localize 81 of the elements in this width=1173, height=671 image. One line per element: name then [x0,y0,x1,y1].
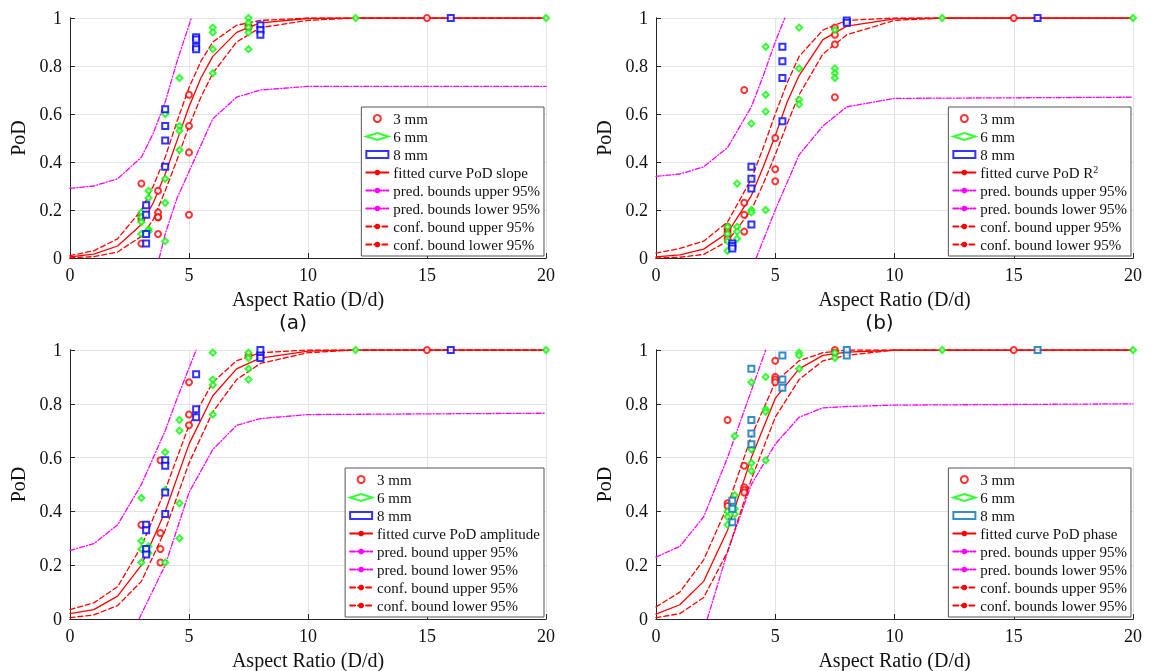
legend-label: pred. bounds upper 95% [393,182,540,199]
legend-label: pred. bounds upper 95% [980,182,1127,199]
y-tick-label: 0.8 [625,393,648,414]
legend-label: fitted curve PoD amplitude [377,525,541,542]
x-tick-label: 20 [537,626,555,646]
y-tick-label: 0.6 [625,104,648,124]
y-tick-label: 1 [53,340,62,360]
x-axis-title: Aspect Ratio (D/d) [818,648,971,671]
legend-label: 8 mm [980,146,1016,163]
legend-label: conf. bounds upper 95% [980,579,1127,596]
legend-label: 6 mm [980,128,1016,145]
y-tick-label: 0.8 [625,56,648,76]
legend-label: pred. bounds lower 95% [393,200,540,217]
y-tick-label: 0.4 [39,501,62,522]
legend-label: 6 mm [980,489,1016,506]
legend-label: pred. bounds lower 95% [980,200,1127,217]
legend-label: conf. bound lower 95% [980,236,1122,253]
x-tick-label: 10 [299,626,317,646]
legend-label: 6 mm [393,128,429,145]
legend-label: pred. bounds upper 95% [980,543,1127,560]
legend-label: 3 mm [980,110,1016,127]
x-tick-label: 5 [770,626,780,646]
y-tick-label: 0.2 [39,555,62,576]
legend-label: conf. bound lower 95% [377,597,518,614]
y-tick-label: 0.2 [625,200,648,220]
legend-label: 3 mm [377,471,413,488]
text: (b) [865,310,894,334]
legend-label: pred. bound lower 95% [377,561,518,578]
legend-label: fitted curve PoD slope [393,164,529,181]
y-axis-title: PoD [593,466,615,503]
legend-label: 3 mm [393,110,429,127]
x-tick-label: 15 [418,626,436,646]
text: (a) [279,310,307,334]
x-tick-label: 15 [1004,626,1023,646]
legend-label: 8 mm [393,146,429,163]
y-tick-label: 1 [639,340,648,360]
x-tick-label: 10 [885,626,904,646]
x-tick-label: 10 [885,265,904,285]
legend-label: pred. bounds lower 95% [980,561,1127,578]
x-axis-title: Aspect Ratio (D/d) [818,287,971,311]
y-axis-title: PoD [7,120,29,156]
y-tick-label: 0.6 [625,447,648,468]
x-tick-label: 15 [1004,265,1023,285]
y-tick-label: 0.8 [39,56,62,76]
y-tick-label: 0 [53,609,62,629]
x-tick-label: 15 [418,265,436,285]
x-axis-title: Aspect Ratio (D/d) [231,648,385,671]
y-tick-label: 1 [53,8,62,28]
legend-label: 3 mm [980,471,1016,488]
legend-label: 6 mm [377,489,413,506]
y-tick-label: 0.8 [39,393,62,414]
legend-label: conf. bound upper 95% [393,218,535,235]
y-tick-label: 0.6 [39,104,62,124]
x-tick-label: 10 [299,265,317,285]
x-tick-label: 5 [184,265,194,285]
y-tick-label: 1 [639,8,648,28]
legend-label: conf. bound lower 95% [393,236,535,253]
x-tick-label: 20 [1124,265,1142,285]
x-axis-title: Aspect Ratio (D/d) [231,287,385,311]
y-tick-label: 0.4 [625,152,648,172]
x-tick-label: 20 [1124,626,1142,646]
legend-label: pred. bound upper 95% [377,543,518,560]
y-tick-label: 0.2 [625,555,648,576]
legend-label: conf. bound upper 95% [980,218,1122,235]
y-tick-label: 0.2 [39,200,62,220]
y-tick-label: 0 [639,248,648,268]
x-tick-label: 5 [770,265,780,285]
y-tick-label: 0.4 [39,152,62,172]
legend-label: 8 mm [377,507,413,524]
y-axis-title: PoD [593,120,615,156]
y-tick-label: 0.6 [39,447,62,468]
y-tick-label: 0.4 [625,501,648,522]
legend-label: fitted curve PoD phase [980,525,1118,542]
legend-label: conf. bounds lower 95% [980,597,1127,614]
y-axis-title: PoD [7,466,29,503]
y-tick-label: 0 [639,609,648,629]
x-tick-label: 20 [537,265,555,285]
y-tick-label: 0 [53,248,62,268]
legend-label: 8 mm [980,507,1016,524]
legend-label: conf. bound upper 95% [377,579,518,596]
x-tick-label: 5 [184,626,194,646]
